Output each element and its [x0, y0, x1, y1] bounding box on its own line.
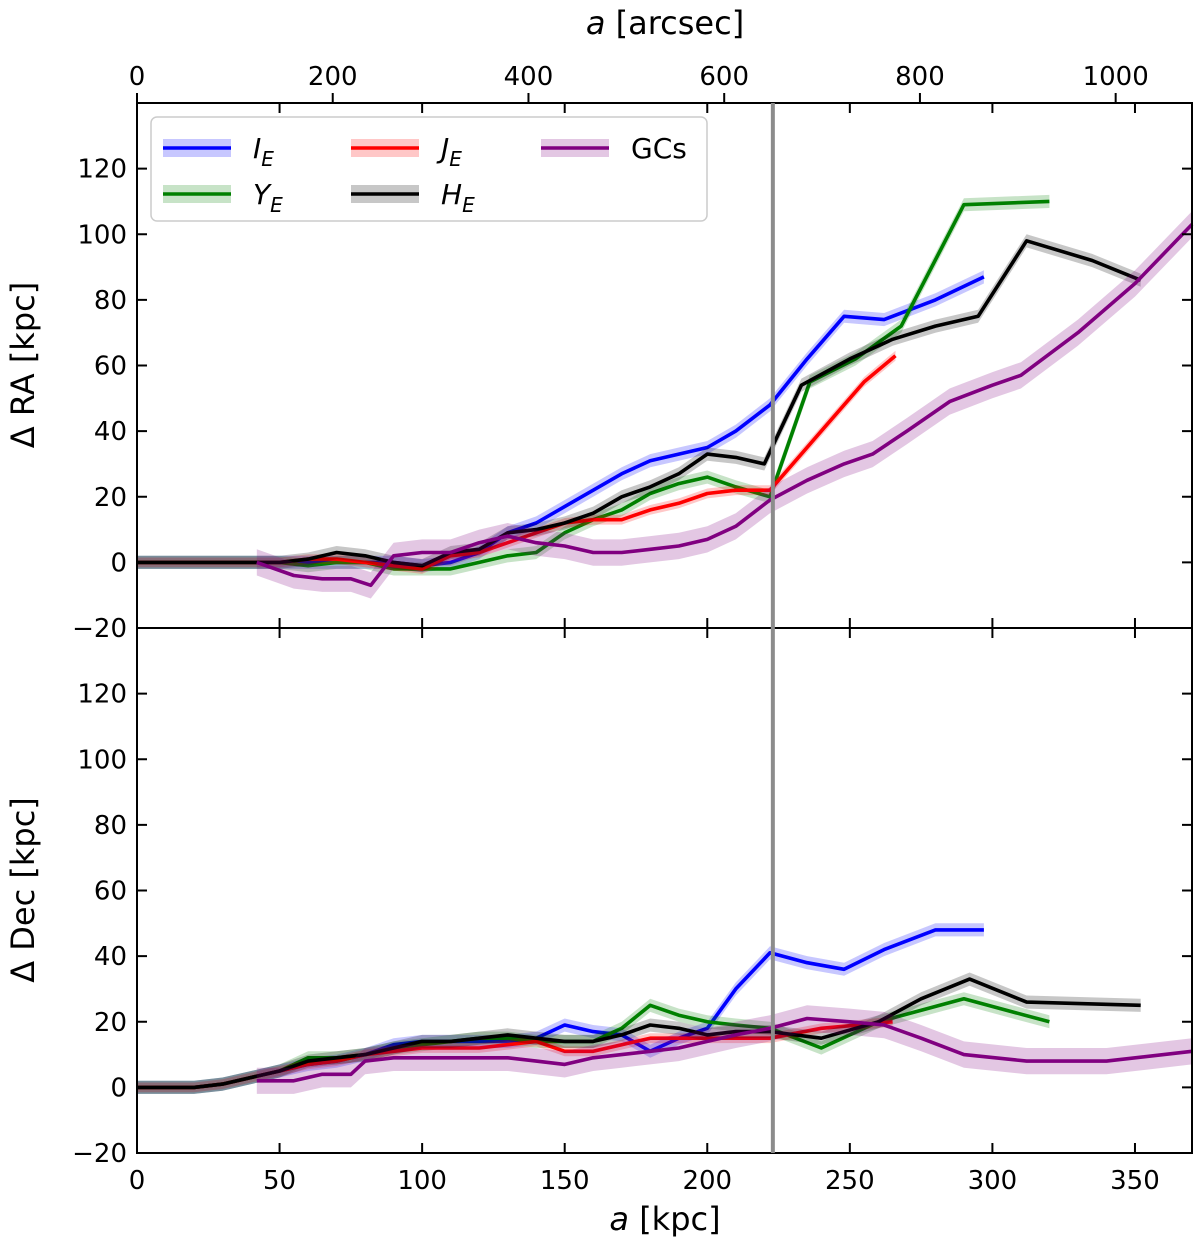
dec-y-axis-title: Δ Dec [kpc] — [4, 797, 42, 983]
dec-band-ie — [137, 923, 984, 1094]
ra-band-he — [137, 234, 1141, 573]
dec-line-gcs — [256, 1016, 1193, 1083]
panel-ra: −20 0 20 40 60 80 100 120 Δ RA [kpc] — [4, 102, 1194, 644]
legend-label-ie: IE — [253, 132, 274, 171]
legend-label-he: HE — [441, 178, 475, 217]
ra-ytick-label-20: 20 — [94, 483, 127, 513]
dec-ytick-label-80: 80 — [94, 811, 127, 841]
dec-ytick-label-60: 60 — [94, 877, 127, 907]
ra-ytick-label-100: 100 — [77, 220, 127, 250]
x-tick-label-250: 250 — [825, 1166, 875, 1196]
top-tick-label-600: 600 — [699, 62, 749, 92]
dec-ytick-label-0: 0 — [110, 1073, 127, 1103]
ra-ytick-label-0: 0 — [110, 548, 127, 578]
top-tick-label-200: 200 — [308, 62, 358, 92]
x-tick-label-50: 50 — [263, 1166, 296, 1196]
ra-y-axis-title: Δ RA [kpc] — [4, 282, 42, 448]
x-tick-label-300: 300 — [968, 1166, 1018, 1196]
x-tick-label-100: 100 — [397, 1166, 447, 1196]
dec-line-he — [137, 977, 1141, 1090]
ra-line-he — [137, 239, 1142, 568]
legend-label-ye: YE — [253, 178, 283, 217]
top-tick-label-400: 400 — [504, 62, 554, 92]
x-tick-label-150: 150 — [540, 1166, 590, 1196]
dec-band-he — [137, 972, 1141, 1094]
ra-ytick-label-120: 120 — [77, 155, 127, 185]
top-axis: 0 200 400 600 800 1000 — [129, 62, 1149, 103]
dec-ytick-label-40: 40 — [94, 942, 127, 972]
x-tick-label-200: 200 — [682, 1166, 732, 1196]
dec-ytick-label-120: 120 — [77, 680, 127, 710]
dec-ytick-label-100: 100 — [77, 745, 127, 775]
x-tick-label-0: 0 — [129, 1166, 146, 1196]
ra-band-gcs — [256, 211, 1192, 599]
legend-label-gcs: GCs — [631, 132, 687, 165]
top-tick-label-0: 0 — [129, 62, 146, 92]
x-tick-label-350: 350 — [1110, 1166, 1160, 1196]
ra-ytick-label-60: 60 — [94, 352, 127, 382]
ra-line-gcs — [256, 223, 1194, 588]
ra-ytick-label-80: 80 — [94, 286, 127, 316]
ra-ytick-label--20: −20 — [72, 614, 127, 644]
ra-band-ie — [137, 270, 984, 573]
top-tick-label-1000: 1000 — [1083, 62, 1149, 92]
legend-box — [150, 116, 708, 222]
dec-ytick-label-20: 20 — [94, 1008, 127, 1038]
dec-band-gcs — [256, 1005, 1192, 1094]
top-axis-title: a [arcsec] — [586, 4, 744, 42]
ra-ytick-label-40: 40 — [94, 417, 127, 447]
dec-ytick-label--20: −20 — [72, 1139, 127, 1169]
top-tick-label-800: 800 — [895, 62, 945, 92]
x-axis-title: a [kpc] — [609, 1200, 720, 1238]
